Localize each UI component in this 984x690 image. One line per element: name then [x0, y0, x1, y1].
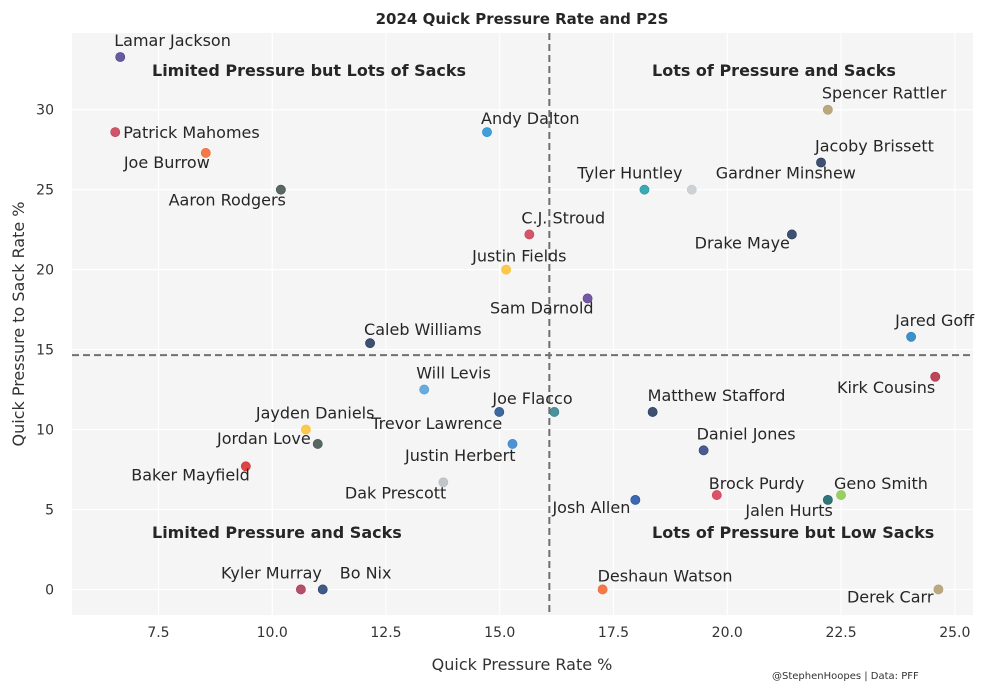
data-point [698, 445, 709, 456]
y-tick-label: 20 [36, 263, 54, 279]
point-label: Brock Purdy [709, 474, 805, 493]
data-point [816, 157, 826, 168]
x-tick-label: 20.0 [712, 625, 743, 641]
data-point [312, 439, 323, 449]
data-point [933, 584, 944, 595]
reference-lines [72, 33, 973, 615]
point-labels: Lamar Jackson Patrick Mahomes Joe Burrow Aa… [114, 31, 975, 606]
axis-ticks: 7.5 10.0 12.5 15.0 17.5 20.0 22.5 25.0 0 5 10 15 20 2… [36, 103, 970, 641]
point-label: Aaron Rodgers [169, 191, 286, 210]
x-tick-label: 10.0 [257, 625, 288, 641]
point-label: Caleb Williams [364, 320, 481, 339]
data-point [110, 127, 121, 138]
data-point [501, 264, 512, 275]
point-label: Dak Prescott [345, 483, 446, 502]
data-point [419, 384, 430, 395]
data-point [582, 293, 593, 304]
point-label: Andy Dalton [481, 109, 580, 128]
data-point [524, 229, 535, 240]
quadrant-label-bottom-right: Lots of Pressure but Low Sacks [652, 523, 934, 542]
x-tick-label: 12.5 [370, 625, 401, 641]
data-point [686, 184, 697, 195]
data-point [507, 439, 518, 449]
data-point [639, 184, 650, 195]
y-tick-label: 5 [45, 502, 54, 518]
data-point [317, 584, 328, 595]
point-label: Joe Flacco [491, 389, 572, 408]
data-point [711, 490, 722, 500]
point-label: Spencer Rattler [822, 84, 947, 103]
data-point [647, 407, 658, 417]
data-point [822, 494, 833, 505]
data-point [836, 490, 846, 500]
plot-background [72, 33, 973, 615]
data-point [275, 184, 286, 195]
point-label: Joe Burrow [123, 153, 210, 172]
point-label: Matthew Stafford [648, 386, 786, 405]
data-point [300, 424, 311, 435]
data-point [822, 104, 833, 115]
point-label: Justin Herbert [404, 446, 515, 465]
y-axis-label: Quick Pressure to Sack Rate % [9, 202, 28, 447]
y-tick-label: 0 [45, 582, 54, 598]
point-label: Drake Maye [695, 233, 790, 252]
data-point [365, 338, 375, 349]
data-point [786, 229, 797, 240]
data-point [906, 331, 917, 342]
point-label: Will Levis [416, 364, 491, 383]
point-label: Tyler Huntley [576, 164, 682, 183]
point-label: Geno Smith [834, 474, 928, 493]
credit-text: @StephenHoopes | Data: PFF [772, 671, 919, 682]
point-label: Jalen Hurts [744, 501, 832, 520]
point-label: Kyler Murray [221, 563, 322, 582]
data-point [494, 407, 505, 417]
data-point [240, 461, 251, 472]
point-label: Kirk Cousins [837, 378, 935, 397]
x-tick-label: 22.5 [825, 625, 856, 641]
data-point [115, 52, 126, 62]
x-tick-label: 7.5 [147, 625, 169, 641]
data-point [597, 584, 608, 595]
data-point [630, 494, 641, 505]
point-label: C.J. Stroud [521, 208, 605, 227]
point-label: Justin Fields [471, 247, 566, 266]
y-tick-label: 15 [36, 343, 54, 359]
data-points [110, 52, 944, 595]
point-label: Sam Darnold [490, 298, 594, 317]
quadrant-labels: Limited Pressure but Lots of Sacks Lots … [152, 61, 934, 542]
quadrant-label-bottom-left: Limited Pressure and Sacks [152, 523, 402, 542]
point-label: Josh Allen [551, 498, 630, 517]
y-tick-label: 30 [36, 103, 54, 119]
point-label: Jacoby Brissett [814, 137, 934, 156]
point-label: Lamar Jackson [114, 31, 231, 50]
x-axis-label: Quick Pressure Rate % [432, 655, 613, 674]
point-label: Baker Mayfield [131, 465, 250, 484]
x-tick-label: 25.0 [939, 625, 970, 641]
chart-title: 2024 Quick Pressure Rate and P2S [376, 10, 669, 28]
y-tick-label: 10 [36, 423, 54, 439]
data-point [295, 584, 306, 595]
x-tick-label: 15.0 [484, 625, 515, 641]
point-label: Gardner Minshew [716, 164, 856, 183]
point-label: Bo Nix [340, 563, 392, 582]
quadrant-label-top-right: Lots of Pressure and Sacks [652, 61, 896, 80]
y-tick-label: 25 [36, 183, 54, 199]
data-point [482, 127, 492, 138]
data-point [438, 477, 449, 488]
grid-lines [72, 33, 973, 615]
point-label: Deshaun Watson [598, 566, 733, 585]
point-label: Patrick Mahomes [123, 123, 259, 142]
point-label: Jayden Daniels [255, 404, 375, 423]
quadrant-label-top-left: Limited Pressure but Lots of Sacks [152, 61, 466, 80]
point-label: Daniel Jones [697, 424, 796, 443]
point-label: Trevor Lawrence [370, 414, 502, 433]
point-label: Jared Goff [894, 311, 975, 330]
data-point [200, 148, 211, 158]
point-label: Derek Carr [847, 587, 934, 606]
data-point [549, 407, 560, 417]
data-point [930, 371, 941, 382]
point-label: Jordan Love [216, 429, 311, 448]
x-tick-label: 17.5 [598, 625, 629, 641]
